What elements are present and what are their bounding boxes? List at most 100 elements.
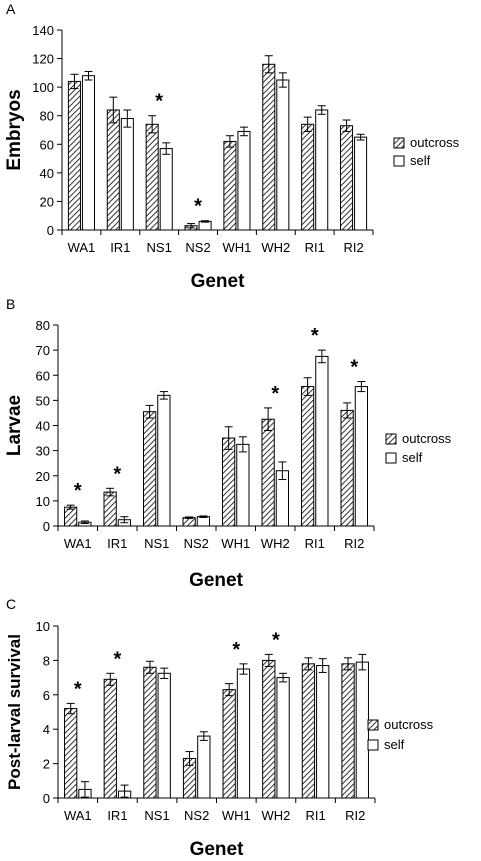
y-tick-label: 60	[40, 137, 54, 152]
x-tick-label: WA1	[68, 240, 96, 255]
significance-star: *	[311, 325, 319, 347]
legend-label-self: self	[384, 737, 405, 752]
bar-outcross	[103, 491, 117, 527]
y-tick-label: 0	[43, 791, 50, 806]
significance-star: *	[232, 639, 240, 661]
y-tick-label: 120	[32, 52, 54, 67]
y-tick-label: 10	[36, 619, 50, 634]
y-tick-label: 6	[43, 688, 50, 703]
legend-swatch-outcross	[367, 719, 379, 731]
y-tick-label: 10	[36, 494, 50, 509]
x-tick-label: WA1	[64, 808, 92, 823]
y-tick-label: 60	[36, 368, 50, 383]
panel-letter: C	[6, 596, 16, 612]
x-tick-label: IR1	[110, 240, 130, 255]
legend-swatch-outcross	[385, 433, 397, 445]
y-tick-label: 40	[36, 419, 50, 434]
bar-self	[276, 677, 290, 799]
bar-outcross	[222, 689, 236, 799]
bar-outcross	[340, 409, 354, 527]
significance-star: *	[350, 357, 358, 379]
x-tick-label: WH2	[261, 808, 290, 823]
legend-label-outcross: outcross	[410, 135, 460, 150]
bar-self	[157, 672, 171, 799]
bar-outcross	[64, 506, 78, 527]
bar-outcross	[262, 659, 276, 799]
bar-outcross	[261, 418, 275, 527]
y-tick-label: 100	[32, 80, 54, 95]
bar-self	[315, 355, 329, 527]
panel-a: A 0 20 40 60 80 100 120 140 WA1 IR1 NS1 * NS2 * WH1 WH2 R…	[4, 1, 460, 292]
bar-self	[354, 386, 368, 527]
bar-outcross	[301, 663, 316, 799]
legend-swatch-self	[367, 739, 379, 751]
y-tick-label: 0	[47, 223, 54, 238]
legend-label-outcross: outcross	[384, 717, 434, 732]
bar-self	[315, 109, 329, 231]
x-tick-label: NS1	[144, 808, 169, 823]
x-tick-label: RI1	[305, 240, 325, 255]
x-tick-label: RI2	[345, 808, 365, 823]
significance-star: *	[74, 480, 82, 502]
y-tick-label: 70	[36, 343, 50, 358]
x-tick-label: NS2	[185, 240, 210, 255]
bar-self	[236, 668, 251, 799]
bar-outcross	[301, 123, 315, 231]
bar-self	[157, 394, 171, 527]
panel-b: B 0 10 20 30 40 50 60 70 80 WA1 * IR1 * NS1 NS2 WH1 WH2 * R…	[4, 296, 452, 591]
bar-self	[198, 220, 212, 231]
significance-star: *	[74, 678, 82, 700]
x-tick-label: IR1	[107, 536, 127, 551]
x-tick-label: WH1	[221, 536, 250, 551]
legend-label-self: self	[402, 450, 423, 465]
bar-self	[236, 443, 250, 527]
y-tick-label: 80	[40, 109, 54, 124]
y-tick-label: 20	[40, 194, 54, 209]
y-tick-label: 0	[43, 519, 50, 534]
significance-star: *	[155, 91, 163, 113]
bar-self	[355, 661, 369, 799]
x-tick-label: NS2	[184, 808, 209, 823]
significance-star: *	[271, 383, 279, 405]
bar-outcross	[222, 437, 236, 527]
bar-self	[81, 75, 95, 231]
bar-outcross	[64, 708, 78, 799]
x-tick-label: NS2	[184, 536, 209, 551]
bar-outcross	[262, 63, 276, 231]
panel-letter: B	[6, 296, 15, 312]
x-tick-label: WH1	[222, 808, 251, 823]
x-tick-label: NS1	[144, 536, 169, 551]
legend-swatch-outcross	[393, 137, 405, 149]
bar-outcross	[143, 666, 157, 799]
x-tick-label: IR1	[107, 808, 127, 823]
bar-self	[276, 79, 290, 231]
bar-outcross	[143, 411, 157, 527]
y-tick-label: 30	[36, 444, 50, 459]
bar-outcross	[145, 123, 159, 231]
bar-self	[237, 130, 251, 231]
bar-outcross	[103, 678, 117, 799]
panel-letter: A	[6, 1, 16, 17]
y-tick-label: 50	[36, 393, 50, 408]
x-axis-label: Genet	[190, 839, 245, 860]
y-axis-label: Embryos	[4, 89, 25, 170]
y-tick-label: 2	[43, 757, 50, 772]
bar-self	[316, 665, 330, 799]
y-axis-label: Post-larval survival	[5, 634, 24, 790]
bar-outcross	[106, 109, 120, 231]
bar-self	[159, 148, 173, 231]
significance-star: *	[113, 463, 121, 485]
significance-star: *	[114, 648, 122, 670]
bar-outcross	[301, 386, 315, 527]
legend-swatch-self	[393, 155, 405, 167]
x-tick-label: WH1	[222, 240, 251, 255]
bar-self	[197, 735, 211, 799]
y-tick-label: 20	[36, 469, 50, 484]
bar-outcross	[223, 140, 237, 231]
x-tick-label: WH2	[261, 240, 290, 255]
legend-label-outcross: outcross	[402, 431, 452, 446]
x-tick-label: RI1	[305, 808, 325, 823]
x-tick-label: NS1	[147, 240, 172, 255]
bar-outcross	[341, 663, 355, 799]
